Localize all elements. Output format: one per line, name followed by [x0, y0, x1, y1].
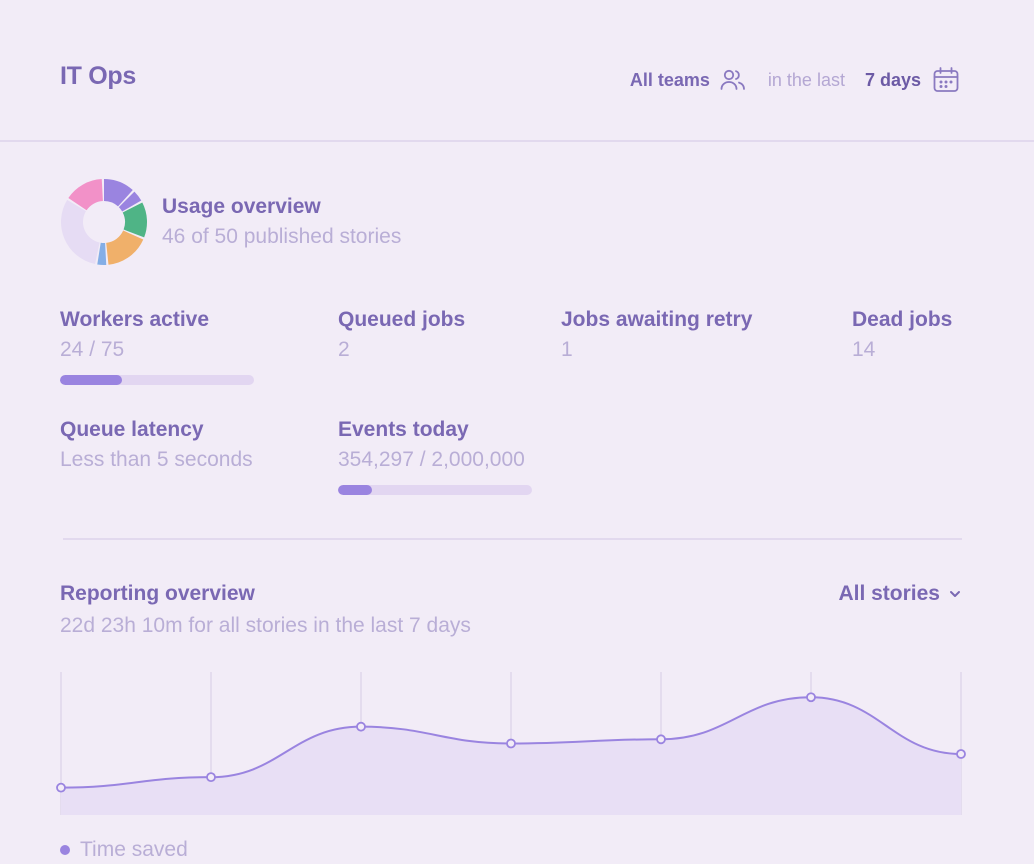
usage-overview: Usage overview 46 of 50 published storie… [60, 178, 401, 266]
donut-segment-purple [104, 179, 133, 207]
teams-filter-label: All teams [629, 69, 710, 90]
donut-segment-orange [106, 230, 144, 265]
series-area [61, 697, 961, 815]
events-progress-bar [338, 485, 532, 495]
data-point [506, 738, 516, 749]
in-the-last-label: in the last [767, 69, 845, 90]
stat-queue-latency: Queue latency Less than 5 seconds [60, 415, 253, 475]
stat-workers-active: Workers active 24 / 75 [60, 305, 254, 385]
stat-label: Queued jobs [338, 308, 466, 331]
stat-queued-jobs: Queued jobs 2 [338, 305, 465, 365]
reporting-chart [56, 672, 966, 815]
chevron-down-icon [950, 591, 960, 597]
events-progress-fill [338, 485, 373, 495]
stat-value: Less than 5 seconds [60, 448, 253, 471]
stat-value: 2 [338, 338, 350, 361]
section-divider [63, 538, 962, 540]
donut-segment-pink [68, 179, 103, 211]
stat-jobs-awaiting-retry: Jobs awaiting retry 1 [561, 305, 752, 365]
workers-progress-bar [60, 375, 254, 385]
stat-events-today: Events today 354,297 / 2,000,000 [338, 415, 532, 495]
stories-filter-label: All stories [838, 582, 940, 605]
donut-segment-unused [60, 199, 100, 265]
stat-label: Jobs awaiting retry [561, 308, 753, 331]
usage-subtitle: 46 of 50 published stories [162, 225, 402, 248]
teams-filter-button[interactable]: All teams [630, 68, 746, 92]
stat-value: 14 [852, 338, 876, 361]
usage-title: Usage overview [162, 195, 321, 218]
chart-legend: Time saved [60, 836, 188, 864]
data-point [356, 721, 366, 732]
stat-label: Events today [338, 418, 469, 441]
workers-progress-fill [60, 375, 123, 385]
users-icon [720, 69, 745, 90]
usage-donut-chart [60, 179, 147, 265]
data-point [206, 772, 216, 783]
reporting-subtitle: 22d 23h 10m for all stories in the last … [60, 614, 471, 637]
page-title: IT Ops [60, 62, 136, 90]
legend-swatch [60, 845, 70, 855]
stat-label: Dead jobs [852, 308, 953, 331]
stat-label: Workers active [60, 308, 210, 331]
stat-value: 354,297 / 2,000,000 [338, 448, 525, 471]
donut-segment-blue [97, 242, 107, 265]
stat-dead-jobs: Dead jobs 14 [852, 305, 952, 365]
header-controls: All teams in the last 7 days [630, 64, 960, 96]
stat-value: 24 / 75 [60, 338, 125, 361]
data-point [56, 782, 66, 793]
data-point [956, 749, 966, 759]
calendar-icon [933, 67, 959, 92]
data-point [656, 734, 666, 745]
legend-label: Time saved [80, 838, 188, 861]
date-range-label: 7 days [864, 69, 921, 90]
header: IT Ops All teams in the last 7 days [0, 0, 1034, 142]
reporting-title: Reporting overview [60, 582, 255, 605]
donut-segment-green [122, 202, 147, 238]
stories-filter-dropdown[interactable]: All stories [838, 579, 962, 609]
data-point [806, 692, 816, 703]
stat-value: 1 [561, 338, 573, 361]
date-range-button[interactable]: 7 days [865, 66, 960, 94]
stat-label: Queue latency [60, 418, 204, 441]
donut-segment-purple-small [118, 191, 142, 212]
